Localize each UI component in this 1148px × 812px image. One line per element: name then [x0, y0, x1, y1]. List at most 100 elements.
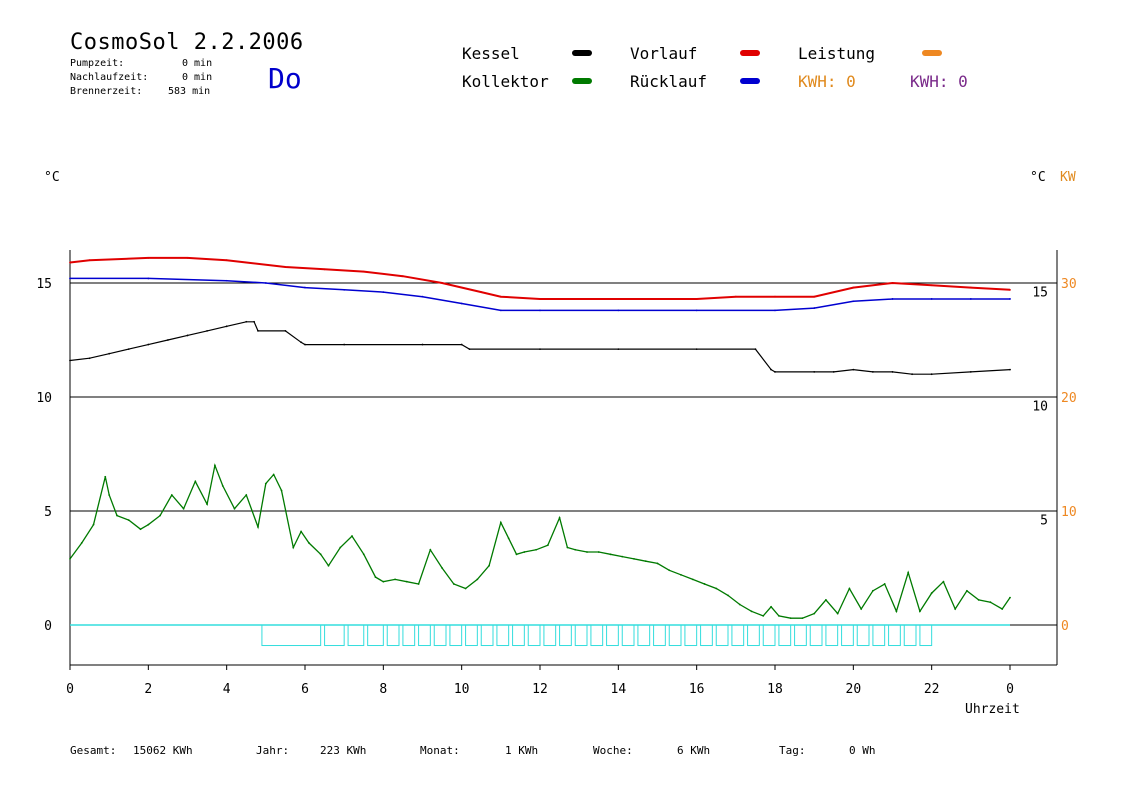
data-point-kollektor: [907, 571, 910, 574]
right-axis-unit: °C: [1030, 170, 1046, 185]
data-point-kollektor: [233, 507, 236, 510]
data-point-kollektor: [194, 480, 197, 483]
y-kw-tick-label: 30: [1061, 277, 1077, 292]
data-point-kessel: [69, 359, 71, 362]
data-point-kessel: [421, 343, 424, 346]
data-point-kollektor: [523, 551, 526, 553]
x-tick-label: 14: [611, 682, 627, 697]
legend-vorlauf-label: Vorlauf: [630, 44, 698, 63]
pump-segment: [433, 624, 447, 647]
data-point-vorlauf: [656, 298, 659, 300]
data-point-kessel: [460, 343, 463, 346]
data-point-kollektor: [300, 530, 302, 533]
x-tick-label: 0: [1006, 682, 1014, 697]
data-point-kessel: [891, 371, 894, 373]
data-point-kessel: [343, 343, 346, 346]
data-point-ruecklauf: [774, 309, 776, 312]
data-point-vorlauf: [441, 282, 443, 284]
data-point-kollektor: [778, 614, 780, 617]
data-point-kessel: [468, 348, 471, 351]
footer-monat-value: 1 KWh: [505, 744, 539, 757]
legend-kwh-purple: KWH: 0: [910, 72, 968, 91]
data-point-ruecklauf: [1009, 298, 1011, 300]
data-point-vorlauf: [323, 268, 326, 271]
data-point-kollektor: [308, 542, 310, 544]
x-tick-label: 6: [301, 682, 309, 697]
right-axis-kw-unit: KW: [1060, 170, 1076, 185]
pump-segment: [465, 624, 478, 647]
legend-kwh-orange: KWH: 0: [798, 72, 856, 91]
data-point-kollektor: [206, 503, 208, 506]
data-point-kollektor: [656, 562, 659, 565]
data-point-kollektor: [609, 553, 612, 556]
data-point-kollektor: [429, 548, 432, 551]
data-point-kollektor: [546, 544, 549, 547]
pump-segment: [574, 624, 588, 647]
pump-segment: [778, 624, 792, 647]
data-point-kollektor: [680, 573, 682, 576]
pump-segment: [919, 624, 933, 647]
footer-jahr-value: 223 KWh: [320, 744, 367, 757]
data-point-kollektor: [954, 608, 957, 610]
data-point-ruecklauf: [695, 309, 698, 312]
pump-segment: [841, 624, 854, 647]
data-point-vorlauf: [284, 266, 287, 268]
nachlaufzeit-label: Nachlaufzeit:: [70, 72, 149, 83]
data-point-vorlauf: [813, 295, 816, 298]
pump-segment: [347, 624, 365, 647]
pump-segment: [418, 624, 431, 647]
data-point-kollektor: [919, 610, 921, 613]
data-point-kollektor: [272, 473, 275, 476]
footer-woche-label: Woche:: [593, 744, 633, 757]
data-point-vorlauf: [578, 298, 581, 300]
x-tick-label: 12: [532, 682, 548, 697]
x-tick-label: 8: [379, 682, 387, 697]
y-left-tick-label: 15: [36, 277, 52, 292]
data-point-vorlauf: [891, 282, 894, 284]
data-point-kollektor: [989, 601, 992, 604]
x-tick-label: 2: [144, 682, 152, 697]
data-point-kollektor: [825, 599, 827, 601]
data-point-vorlauf: [1009, 288, 1011, 291]
data-point-kessel: [930, 373, 933, 376]
y-left-tick-label: 10: [36, 391, 52, 406]
series-line-kessel: [69, 321, 1011, 375]
data-point-kollektor: [405, 580, 408, 583]
data-point-kessel: [695, 348, 698, 351]
data-point-kessel: [911, 373, 913, 376]
data-point-kollektor: [362, 553, 365, 556]
data-point-kollektor: [441, 567, 443, 569]
data-point-ruecklauf: [891, 298, 894, 300]
pump-segment: [903, 624, 917, 647]
data-point-kessel: [206, 329, 208, 332]
data-point-kollektor: [703, 583, 706, 585]
series-line-ruecklauf: [70, 277, 1010, 312]
pump-segment: [700, 624, 713, 647]
pump-segment: [496, 624, 510, 647]
data-point-kessel: [754, 348, 757, 351]
pump-segment: [762, 624, 776, 647]
data-point-kessel: [253, 320, 255, 323]
data-point-vorlauf: [147, 257, 150, 259]
brennerzeit-value: 583 min: [168, 86, 211, 97]
pump-segment: [888, 624, 901, 647]
data-point-kollektor: [351, 535, 353, 537]
data-point-vorlauf: [480, 291, 483, 294]
pump-segment: [684, 624, 698, 647]
brennerzeit-label: Brennerzeit:: [70, 86, 143, 97]
data-point-kollektor: [92, 523, 95, 526]
data-point-kollektor: [883, 583, 886, 585]
data-point-vorlauf: [88, 259, 91, 262]
data-point-kessel: [245, 320, 248, 323]
data-point-vorlauf: [734, 295, 737, 298]
data-point-ruecklauf: [852, 300, 855, 303]
data-point-kollektor: [382, 580, 385, 583]
footer-tag-label: Tag:: [779, 744, 806, 757]
data-point-kollektor: [147, 523, 150, 526]
pump-segment: [653, 624, 666, 647]
x-axis-label: Uhrzeit: [965, 702, 1020, 717]
pump-segment: [809, 624, 823, 647]
weekday-label: Do: [268, 62, 302, 95]
legend-kollektor-label: Kollektor: [462, 72, 549, 91]
